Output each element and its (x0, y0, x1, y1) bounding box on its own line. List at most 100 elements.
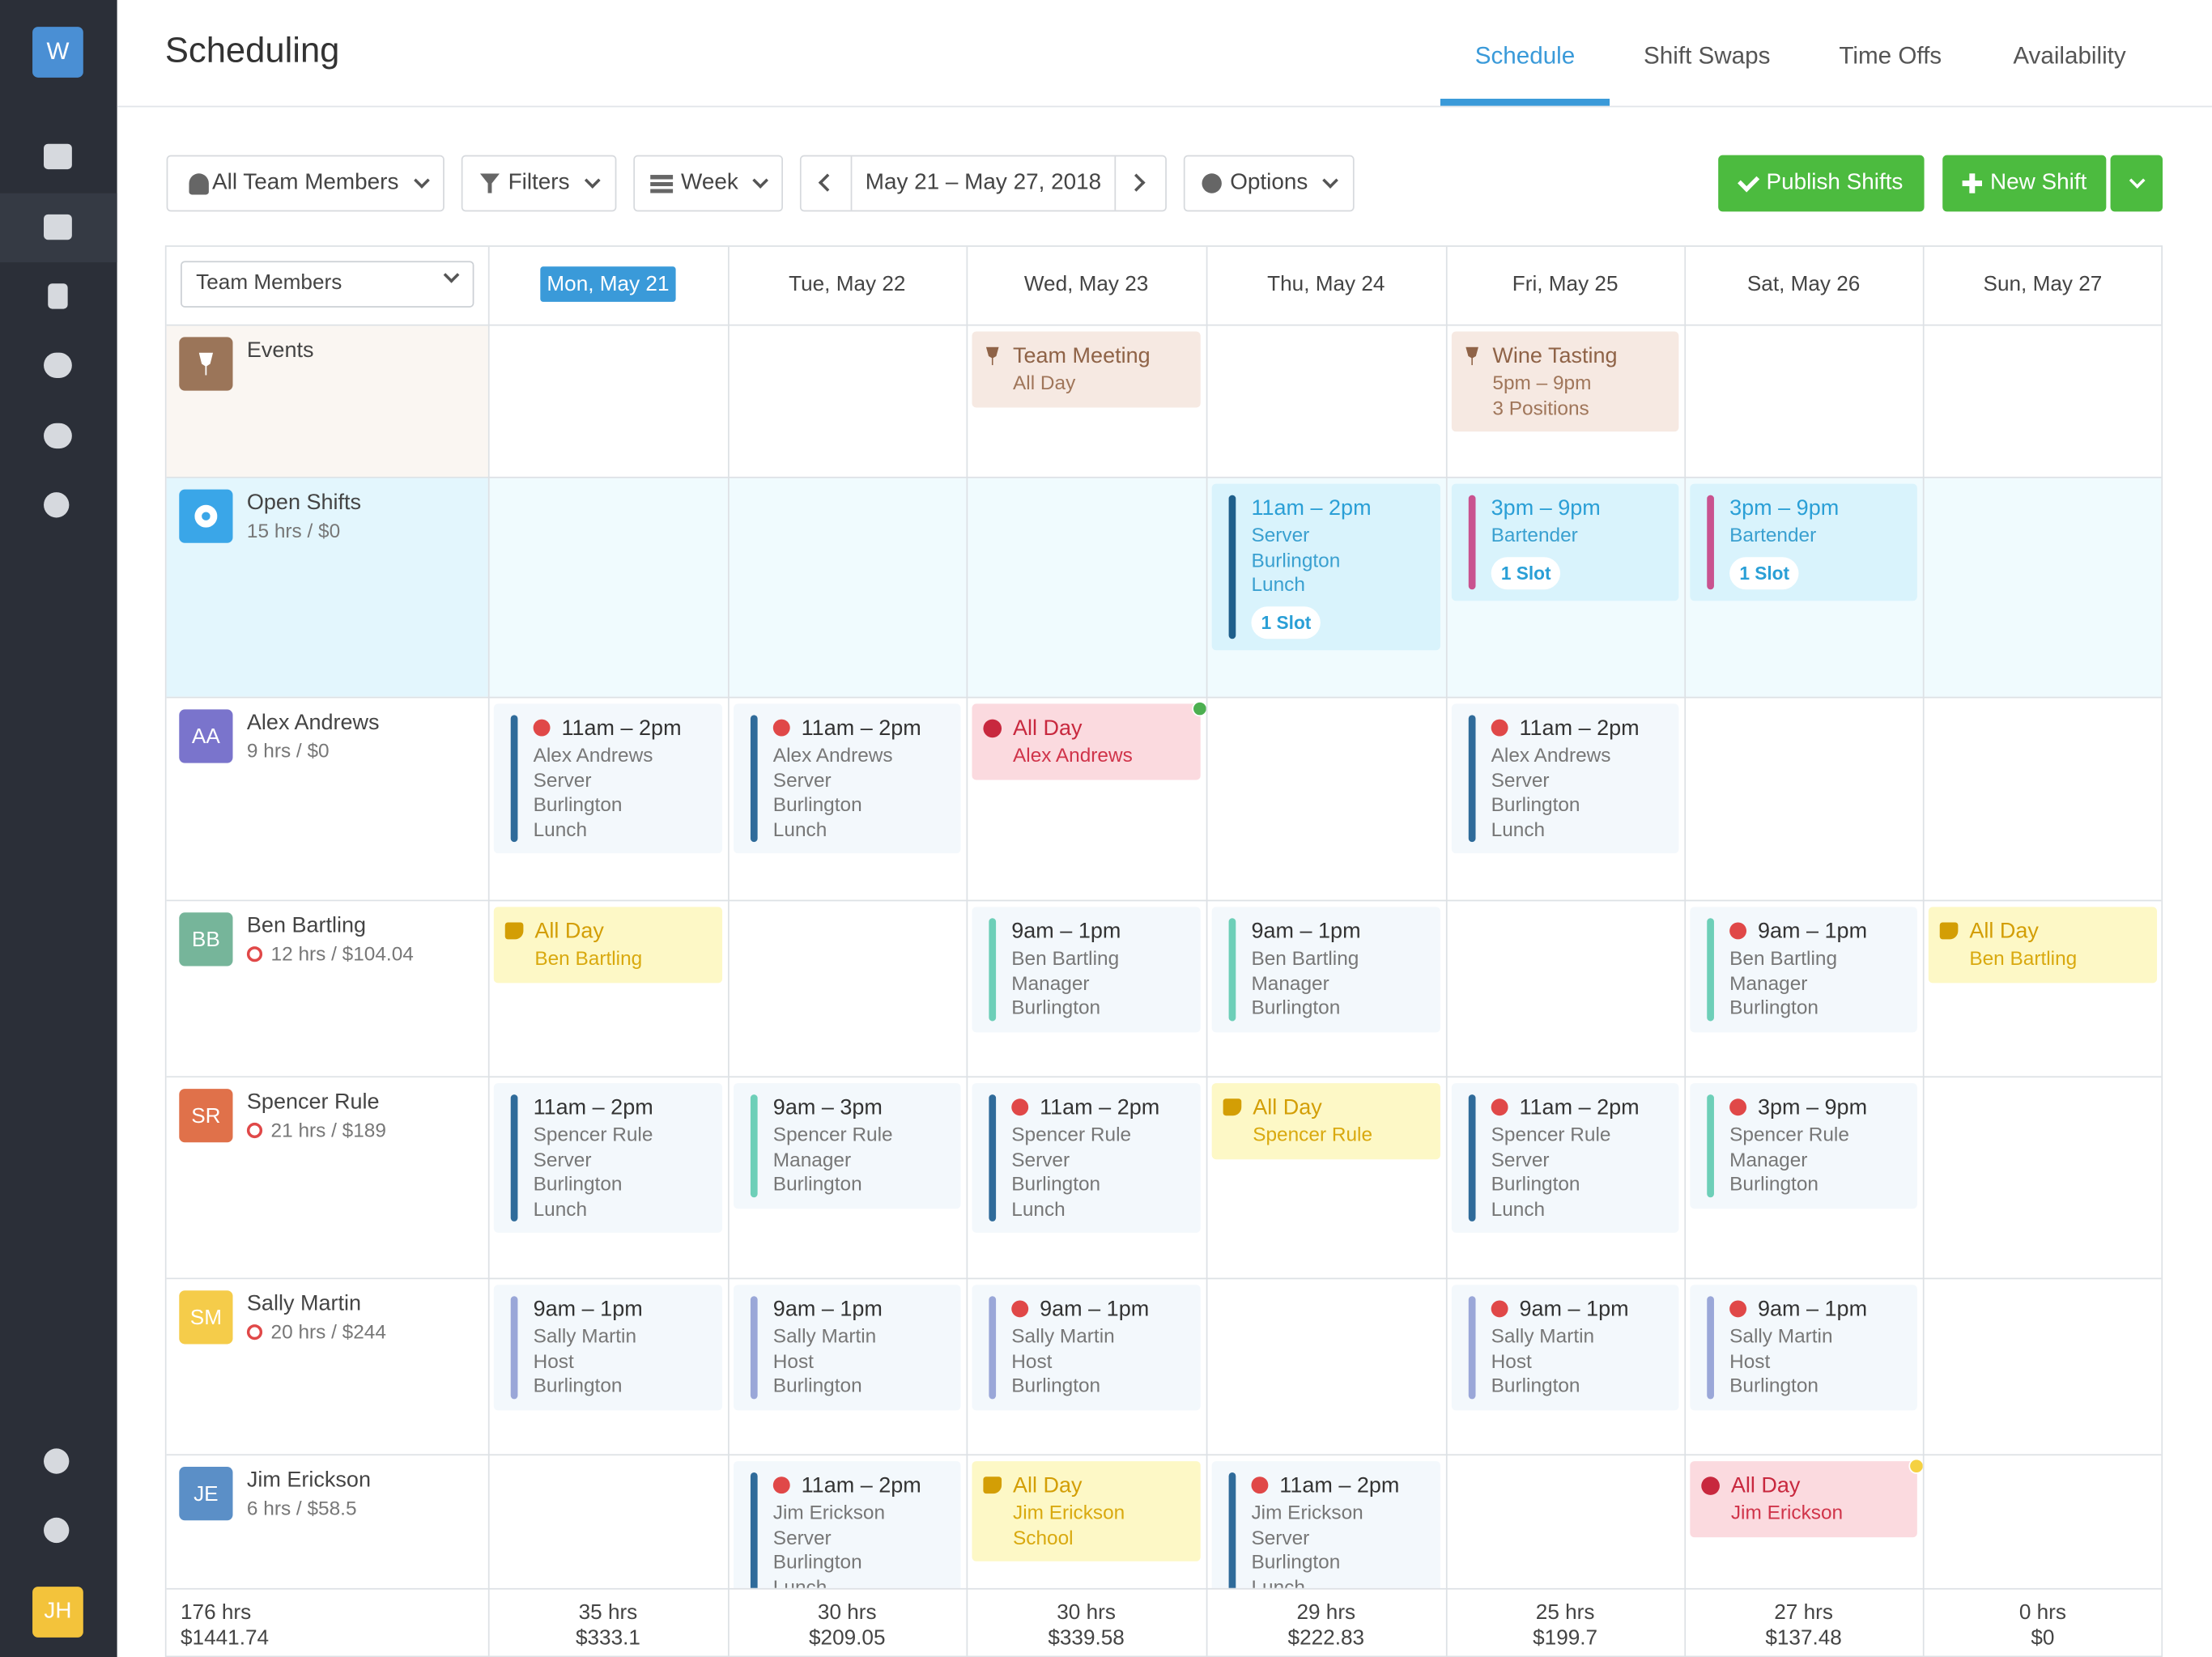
cell: 9am – 1pm Ben Bartling Manager Burlington (1684, 901, 1922, 1076)
avatar (179, 337, 233, 391)
label: All Team Members (212, 170, 399, 195)
shift-card[interactable]: 9am – 1pm Sally Martin Host Burlington (1690, 1285, 1917, 1410)
cell: 11am – 2pm Jim Erickson Server Burlington Lu… (1206, 1455, 1446, 1588)
shift-card[interactable]: 9am – 1pm Sally Martin Host Burlington (493, 1285, 723, 1410)
cell: 9am – 1pm Sally Martin Host Burlington (488, 1279, 728, 1454)
shift-detail: Spencer Rule (1011, 1122, 1132, 1145)
total-cost: $199.7 (1533, 1625, 1598, 1651)
time-text: All Day (1013, 716, 1083, 741)
event-card[interactable]: Wine Tasting 5pm – 9pm 3 Positions (1451, 331, 1679, 432)
member-name: Sally Martin (246, 1291, 361, 1316)
total-cost: $222.83 (1287, 1625, 1365, 1651)
summary-text: 15 hrs / $0 (246, 519, 341, 542)
tab[interactable]: Time Offs (1839, 42, 1942, 70)
cell: 9am – 1pm Ben Bartling Manager Burlington (1206, 901, 1446, 1076)
cell: Team Meeting All Day (967, 325, 1206, 476)
shift-card[interactable]: 11am – 2pm Jim Erickson Server Burlington Lu… (1211, 1461, 1440, 1588)
shift-card[interactable]: 11am – 2pm Alex Andrews Server Burlington Lu… (1451, 703, 1679, 854)
total-hours: 35 hrs (578, 1600, 638, 1625)
nav-home[interactable] (44, 143, 72, 170)
tab[interactable]: Availability (2013, 42, 2126, 70)
unavailable-card[interactable]: All Day Jim Erickson School (972, 1461, 1201, 1561)
shift-card[interactable]: 11am – 2pm Spencer Rule Server Burlington Lu… (1451, 1083, 1679, 1233)
shift-detail: Sally Martin (772, 1324, 877, 1347)
role-bar (989, 1094, 997, 1222)
warning-icon (246, 1324, 263, 1340)
cell: 11am – 2pm Alex Andrews Server Burlington Lu… (1446, 698, 1684, 899)
time-text: 11am – 2pm (1279, 1473, 1400, 1498)
nav-bookmark[interactable] (48, 283, 68, 309)
shift-detail: Server (533, 1147, 592, 1171)
options[interactable]: Options (1183, 155, 1355, 212)
nav-schedule[interactable] (44, 214, 72, 240)
avatar: SM (179, 1290, 233, 1345)
unavailable-card[interactable]: All Day Spencer Rule (1211, 1083, 1440, 1159)
time-text: 9am – 3pm (772, 1095, 883, 1120)
event-card[interactable]: Team Meeting All Day (972, 331, 1201, 407)
member-name: Alex Andrews (246, 711, 380, 735)
icon (1738, 169, 1760, 192)
shift-card[interactable]: 9am – 1pm Sally Martin Host Burlington (972, 1285, 1201, 1410)
shift-card[interactable]: 9am – 1pm Ben Bartling Manager Burlington (972, 907, 1201, 1032)
shift-card[interactable]: 3pm – 9pm Spencer Rule Manager Burlington (1690, 1083, 1917, 1209)
shift-detail: Burlington (1491, 792, 1580, 816)
cell: 3pm – 9pm Bartender 1 Slot (1446, 478, 1684, 697)
open-card[interactable]: 11am – 2pm Server Burlington Lunch 1 Slot (1211, 483, 1440, 651)
shift-card[interactable]: 9am – 3pm Spencer Rule Manager Burlington (734, 1083, 961, 1209)
avatar: JE (179, 1467, 233, 1521)
status-dot (1908, 1458, 1923, 1474)
team-filter[interactable]: All Team Members (166, 155, 445, 212)
nav-team[interactable] (44, 423, 72, 449)
shift-card[interactable]: 11am – 2pm Jim Erickson Server Burlington Lu… (734, 1461, 961, 1588)
next-week[interactable] (1114, 156, 1165, 210)
shift-detail: Ben Bartling (1729, 946, 1838, 969)
shift-detail: Spencer Rule (533, 1122, 653, 1145)
shift-card[interactable]: 11am – 2pm Spencer Rule Server Burlington Lu… (972, 1083, 1201, 1233)
nav-chat[interactable] (44, 352, 72, 378)
shift-card[interactable]: 9am – 1pm Sally Martin Host Burlington (1451, 1285, 1679, 1410)
shift-card[interactable]: 9am – 1pm Ben Bartling Manager Burlington (1690, 907, 1917, 1032)
open-card[interactable]: 3pm – 9pm Bartender 1 Slot (1451, 483, 1679, 601)
user-avatar[interactable]: JH (32, 1587, 83, 1638)
total-cost: $209.05 (809, 1625, 886, 1651)
timeoff-card[interactable]: All Day Alex Andrews (972, 703, 1201, 780)
sidebar: W JH (0, 0, 117, 1657)
nav-settings[interactable] (44, 492, 70, 518)
nav-logout[interactable] (44, 1517, 70, 1544)
timeoff-card[interactable]: All Day Jim Erickson (1690, 1461, 1917, 1537)
new-shift-menu[interactable] (2110, 155, 2163, 212)
logo[interactable]: W (32, 27, 83, 78)
alert-icon (1729, 1300, 1747, 1318)
view-select[interactable]: Week (633, 155, 784, 212)
caret (1322, 172, 1339, 189)
shift-card[interactable]: 11am – 2pm Alex Andrews Server Burlington Lu… (493, 703, 723, 854)
unavailable-card[interactable]: All Day Ben Bartling (1928, 907, 2158, 983)
tab[interactable]: Shift Swaps (1644, 42, 1771, 70)
shift-card[interactable]: 11am – 2pm Alex Andrews Server Burlington Lu… (734, 703, 961, 854)
open-card[interactable]: 3pm – 9pm Bartender 1 Slot (1690, 483, 1917, 601)
slot-badge: 1 Slot (1491, 556, 1561, 590)
shift-card[interactable]: 9am – 1pm Ben Bartling Manager Burlington (1211, 907, 1440, 1032)
tab[interactable]: Schedule (1474, 42, 1576, 70)
slot-badge: 1 Slot (1251, 605, 1321, 639)
shift-card[interactable]: 11am – 2pm Spencer Rule Server Burlington Lu… (493, 1083, 723, 1233)
filters[interactable]: Filters (461, 155, 617, 212)
member-name: Jim Erickson (246, 1468, 371, 1493)
new-shift[interactable]: New Shift (1942, 155, 2107, 212)
prev-week[interactable] (802, 156, 853, 210)
avatar: BB (179, 912, 233, 967)
shift-card[interactable]: 9am – 1pm Sally Martin Host Burlington (734, 1285, 961, 1410)
team-members-select[interactable]: Team Members (181, 261, 474, 308)
shift-detail: Sally Martin (533, 1324, 637, 1347)
shift-detail: Manager (1011, 971, 1090, 994)
shift-detail: Burlington (1011, 1374, 1101, 1396)
shift-detail: Server (772, 767, 832, 791)
shift-detail: Burlington (1251, 547, 1341, 571)
day-label: Mon, May 21 (539, 266, 677, 302)
nav-help[interactable] (44, 1448, 70, 1474)
status-dot (1192, 700, 1206, 717)
publish-shifts[interactable]: Publish Shifts (1718, 155, 1925, 212)
shift-detail: Burlington (1011, 996, 1101, 1018)
shift-detail: Alex Andrews (533, 743, 653, 767)
unavailable-card[interactable]: All Day Ben Bartling (493, 907, 723, 983)
